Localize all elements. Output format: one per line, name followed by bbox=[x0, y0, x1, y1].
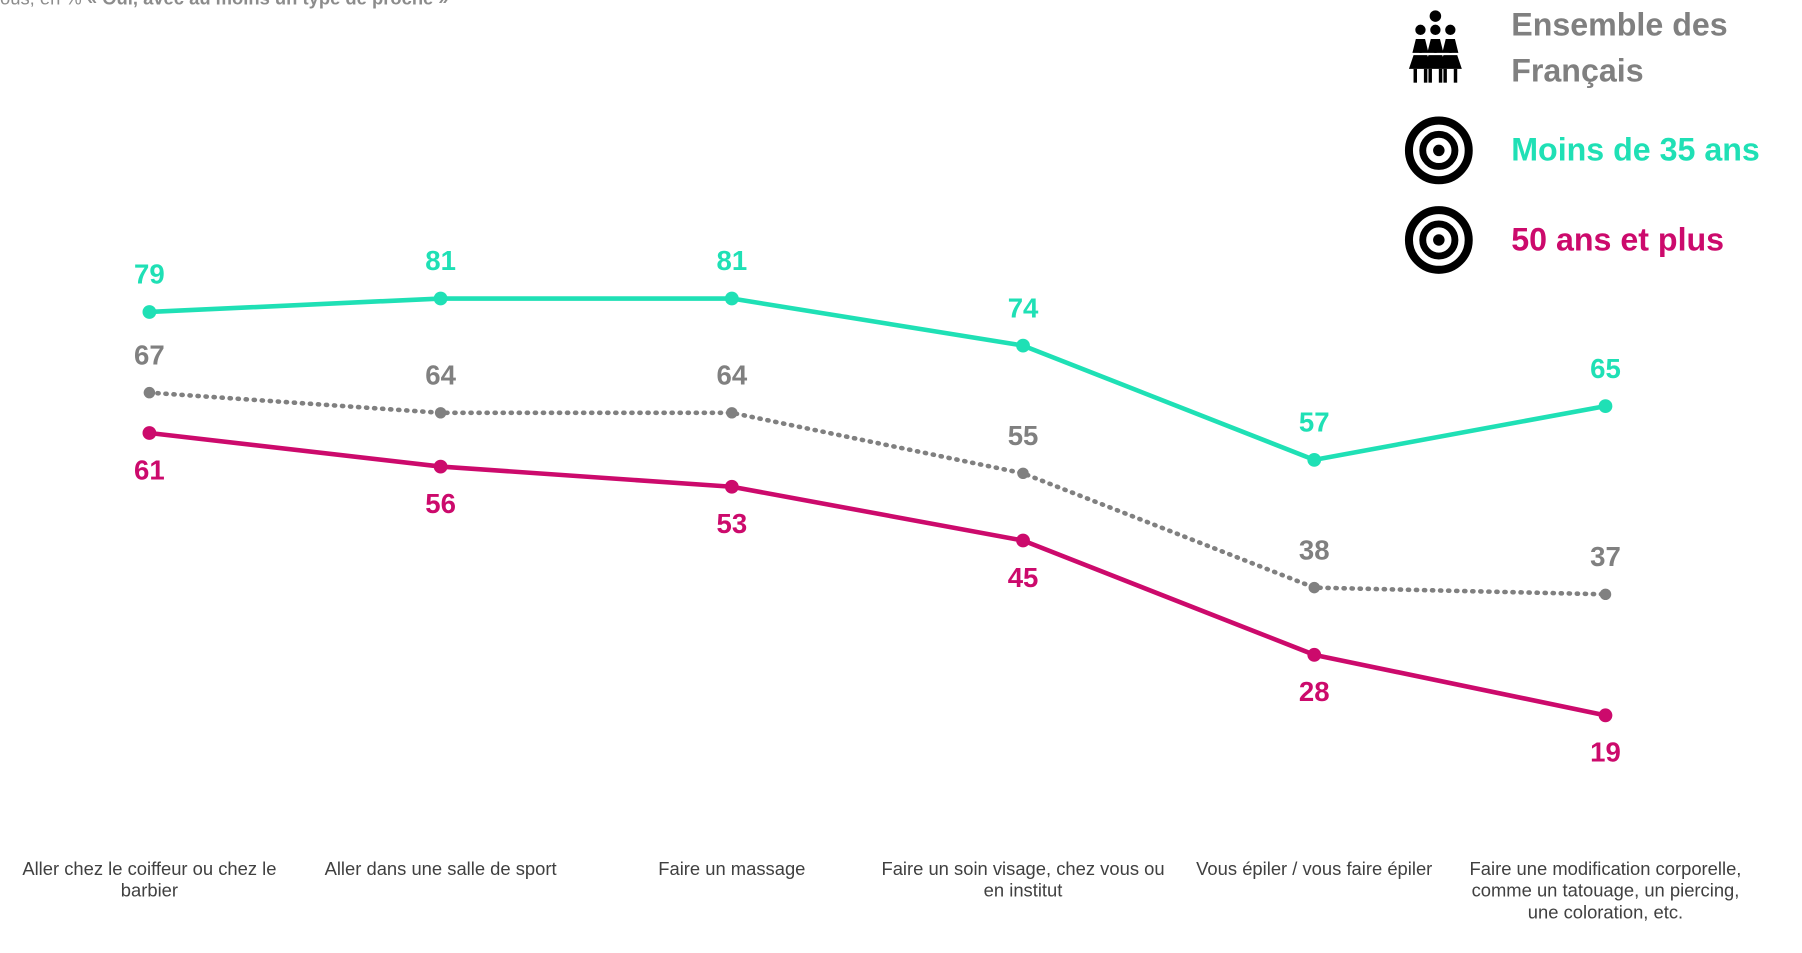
point bbox=[726, 407, 738, 419]
data-label: 61 bbox=[134, 454, 165, 485]
point bbox=[433, 291, 448, 306]
subtitle: ous, en % « Oui, avec au moins un type d… bbox=[0, 0, 449, 10]
data-label: 19 bbox=[1590, 737, 1621, 768]
data-label: 38 bbox=[1299, 534, 1330, 565]
point bbox=[1016, 533, 1030, 548]
legend-icon-target bbox=[1404, 206, 1473, 274]
data-label: 53 bbox=[717, 508, 748, 539]
x-tick-label: Aller chez le coiffeur ou chez le barbie… bbox=[22, 859, 277, 902]
data-label: 74 bbox=[1008, 292, 1039, 323]
data-label: 79 bbox=[134, 259, 165, 290]
subtitle-text: ous, en % bbox=[0, 0, 82, 9]
data-label: 28 bbox=[1299, 676, 1330, 707]
point bbox=[724, 291, 739, 306]
series-line bbox=[147, 296, 1608, 463]
x-tick-label: Faire un massage bbox=[658, 859, 806, 880]
point bbox=[1598, 399, 1613, 413]
x-tick-label: Aller dans une salle de sport bbox=[324, 859, 557, 880]
point bbox=[1598, 708, 1613, 723]
point bbox=[142, 426, 157, 440]
point bbox=[434, 407, 447, 419]
data-label: 55 bbox=[1008, 420, 1039, 451]
point bbox=[1307, 647, 1322, 662]
point bbox=[1599, 588, 1612, 601]
subtitle-emphasis: « Oui, avec au moins un type de proche » bbox=[87, 0, 449, 9]
data-label: 64 bbox=[425, 360, 456, 391]
data-label: 57 bbox=[1299, 407, 1330, 438]
legend-label: 50 ans et plus bbox=[1511, 221, 1725, 258]
point bbox=[724, 479, 739, 494]
point bbox=[1016, 338, 1030, 353]
point bbox=[433, 459, 448, 474]
legend-label: Ensemble des Français bbox=[1511, 6, 1728, 89]
series-line bbox=[147, 430, 1608, 718]
data-label: 56 bbox=[425, 488, 456, 519]
series-line bbox=[147, 390, 1608, 597]
x-tick-label: Vous épiler / vous faire épiler bbox=[1196, 859, 1433, 880]
point bbox=[1017, 467, 1029, 480]
legend-label: Moins de 35 ans bbox=[1511, 132, 1760, 168]
point bbox=[142, 305, 157, 319]
data-label: 45 bbox=[1008, 562, 1039, 593]
x-tick-label: Faire une modification corporelle, comme… bbox=[1469, 859, 1742, 924]
point bbox=[143, 386, 156, 399]
point bbox=[1307, 452, 1322, 467]
point bbox=[1308, 581, 1321, 594]
x-tick-label: Faire un soin visage, chez vous ou en in… bbox=[881, 859, 1165, 902]
data-label: 64 bbox=[717, 360, 748, 391]
data-label: 65 bbox=[1590, 353, 1621, 384]
legend-icon-target bbox=[1404, 116, 1473, 185]
data-label: 81 bbox=[425, 245, 456, 276]
data-label: 67 bbox=[134, 339, 165, 370]
data-label: 37 bbox=[1590, 541, 1621, 572]
legend-icon-people bbox=[1408, 10, 1462, 83]
data-label: 81 bbox=[717, 245, 748, 276]
